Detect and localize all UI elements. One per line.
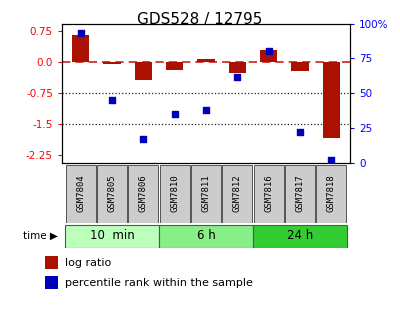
Text: GSM7818: GSM7818 xyxy=(327,174,336,212)
Bar xyxy=(260,50,277,61)
FancyBboxPatch shape xyxy=(254,165,284,223)
FancyBboxPatch shape xyxy=(222,165,252,223)
Bar xyxy=(135,61,152,80)
Text: GSM7812: GSM7812 xyxy=(233,174,242,212)
Text: GSM7811: GSM7811 xyxy=(202,174,210,212)
Text: 24 h: 24 h xyxy=(287,229,313,242)
Text: time ▶: time ▶ xyxy=(23,231,58,241)
Bar xyxy=(104,61,121,64)
FancyBboxPatch shape xyxy=(159,225,253,248)
Point xyxy=(234,74,240,79)
Text: GSM7817: GSM7817 xyxy=(296,174,304,212)
FancyBboxPatch shape xyxy=(160,165,190,223)
Bar xyxy=(229,61,246,73)
Bar xyxy=(166,61,183,70)
Text: percentile rank within the sample: percentile rank within the sample xyxy=(65,278,253,288)
FancyBboxPatch shape xyxy=(66,165,96,223)
Point xyxy=(78,31,84,36)
Text: 6 h: 6 h xyxy=(197,229,215,242)
Bar xyxy=(72,35,89,61)
Point xyxy=(109,97,115,103)
Point xyxy=(266,49,272,54)
Text: GSM7806: GSM7806 xyxy=(139,174,148,212)
Point xyxy=(172,112,178,117)
FancyBboxPatch shape xyxy=(316,165,346,223)
FancyBboxPatch shape xyxy=(97,165,127,223)
FancyBboxPatch shape xyxy=(65,225,159,248)
FancyBboxPatch shape xyxy=(128,165,158,223)
Bar xyxy=(45,276,58,290)
Point xyxy=(203,107,209,113)
Point xyxy=(297,130,303,135)
Bar xyxy=(197,59,215,61)
Point xyxy=(328,158,334,163)
Text: GDS528 / 12795: GDS528 / 12795 xyxy=(137,12,263,27)
FancyBboxPatch shape xyxy=(285,165,315,223)
Bar xyxy=(45,256,58,269)
Text: GSM7816: GSM7816 xyxy=(264,174,273,212)
Text: log ratio: log ratio xyxy=(65,258,111,267)
Bar xyxy=(291,61,308,71)
Point xyxy=(140,136,146,142)
FancyBboxPatch shape xyxy=(253,225,347,248)
Text: GSM7804: GSM7804 xyxy=(76,174,85,212)
Bar xyxy=(323,61,340,138)
FancyBboxPatch shape xyxy=(191,165,221,223)
Text: GSM7810: GSM7810 xyxy=(170,174,179,212)
Text: 10  min: 10 min xyxy=(90,229,134,242)
Text: GSM7805: GSM7805 xyxy=(108,174,116,212)
